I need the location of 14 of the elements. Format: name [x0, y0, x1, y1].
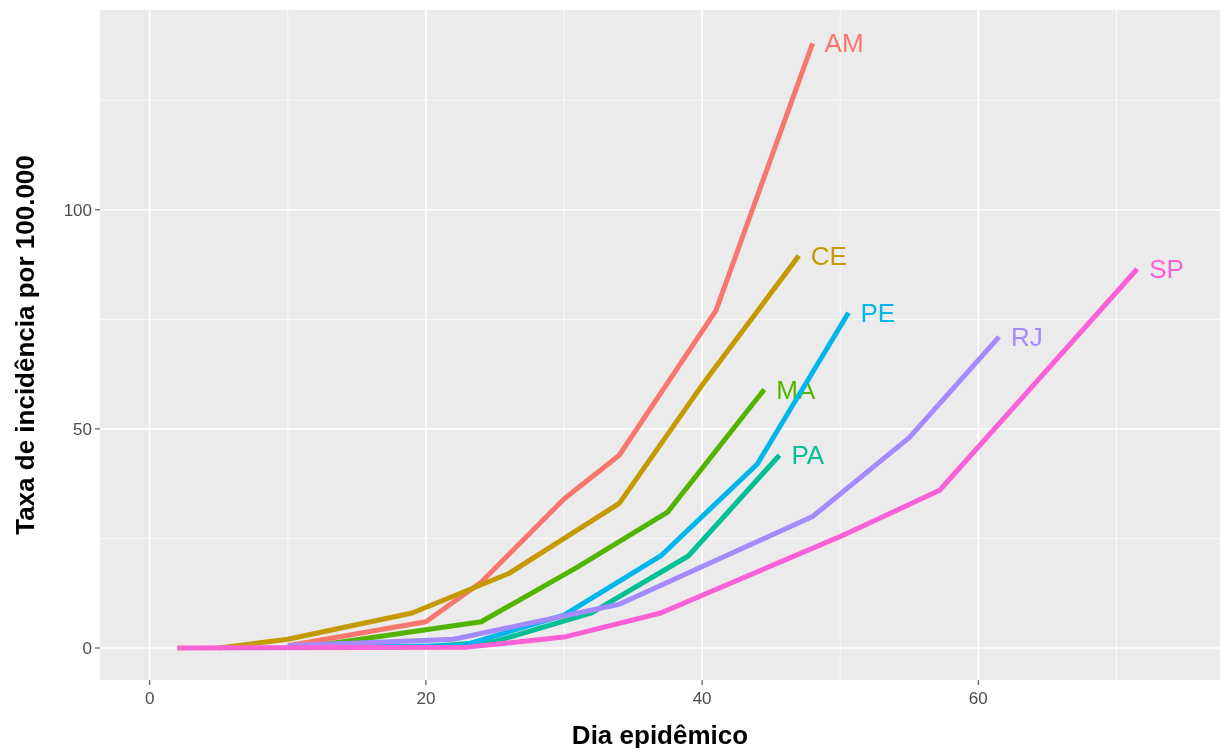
x-tick-label: 20	[416, 689, 436, 708]
x-tick-label: 40	[692, 689, 712, 708]
y-tick-label: 50	[73, 419, 92, 439]
y-tick-label: 100	[63, 200, 92, 220]
x-tick-label: 0	[144, 689, 155, 708]
series-label: CE	[810, 240, 847, 271]
y-axis-title: Taxa de incidência por 100.000	[10, 155, 40, 535]
series-label: SP	[1149, 254, 1184, 285]
series-label: PE	[860, 297, 896, 328]
series-label: AM	[824, 28, 864, 59]
y-tick-label: 0	[82, 638, 92, 658]
series-label: PA	[791, 440, 825, 471]
series-label: RJ	[1011, 321, 1043, 352]
x-tick-label: 60	[968, 689, 988, 708]
